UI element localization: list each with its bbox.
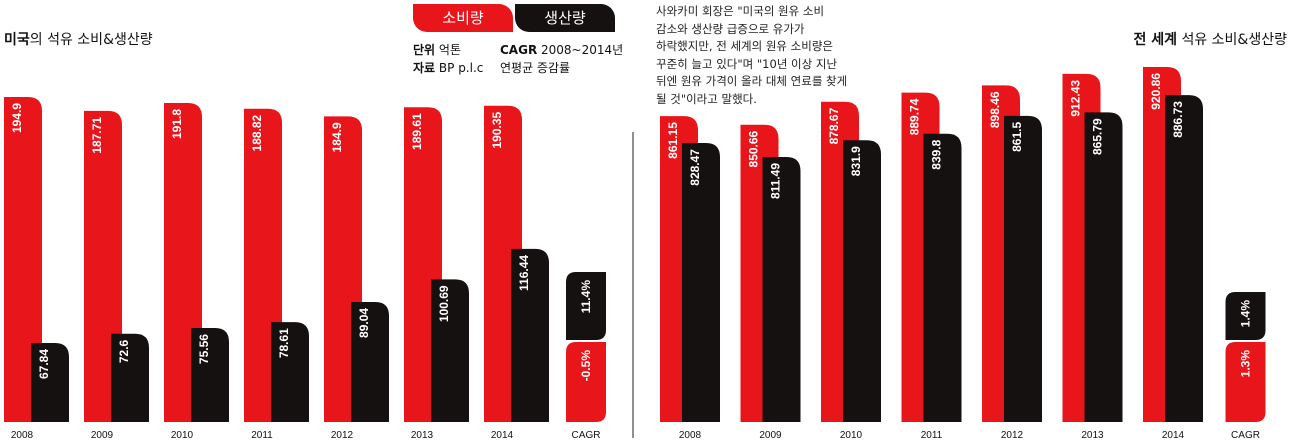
us-chart-title-rest: 의 석유 소비&생산량 — [29, 32, 153, 48]
production-value-label: 78.61 — [277, 328, 291, 358]
x-tick-label: 2008 — [11, 430, 34, 441]
production-bar — [1084, 112, 1123, 422]
unit-note: 단위 억톤 — [413, 41, 461, 58]
cagr-production-bar — [566, 272, 606, 340]
production-bar — [191, 328, 229, 422]
x-tick-label: 2011 — [921, 430, 943, 441]
quote-line: 사와카미 회장은 "미국의 원유 소비 — [656, 4, 825, 18]
consumption-value-label: 188.82 — [250, 114, 264, 151]
legend-production: 생산량 — [515, 4, 615, 32]
production-bar — [511, 248, 549, 422]
production-value-label: 839.8 — [930, 139, 944, 169]
cagr-tick-label: CAGR — [572, 430, 601, 441]
cagr-consumption-label: 1.3% — [1239, 350, 1253, 378]
consumption-value-label: 187.71 — [90, 117, 104, 154]
consumption-value-label: 189.61 — [410, 113, 424, 150]
consumption-value-label: 898.46 — [988, 91, 1002, 128]
production-bar — [1004, 115, 1042, 422]
production-value-label: 89.04 — [357, 308, 371, 338]
quote-text: 사와카미 회장은 "미국의 원유 소비 감소와 생산량 급증으로 유가가 하락했… — [656, 3, 871, 108]
production-value-label: 67.84 — [37, 349, 51, 379]
cagr-description: 연평균 증감률 — [500, 61, 571, 75]
x-tick-label: 2011 — [251, 430, 273, 441]
us-chart-title: 미국의 석유 소비&생산량 — [4, 29, 153, 49]
cagr-production-label: 1.4% — [1239, 300, 1253, 328]
production-bar — [762, 157, 801, 422]
production-value-label: 831.9 — [849, 146, 863, 176]
world-chart-title: 전 세계 석유 소비&생산량 — [1134, 29, 1288, 49]
quote-line: 뒤엔 원유 가격이 올라 대체 연료를 찾게 — [656, 74, 848, 88]
production-bar — [431, 279, 469, 422]
source-note: 자료 BP p.l.c — [413, 59, 483, 76]
production-value-label: 828.47 — [688, 149, 702, 186]
production-bar — [923, 133, 962, 422]
production-value-label: 811.49 — [769, 163, 783, 199]
cagr-tick-label: CAGR — [1231, 430, 1260, 441]
us-bar-chart: 194.9 67.84 2008 187.71 72.6 2009 191.8 75.56 20… — [4, 97, 606, 441]
production-bar — [271, 322, 309, 422]
world-chart-title-bold: 전 세계 — [1133, 32, 1178, 48]
consumption-value-label: 184.9 — [330, 122, 344, 152]
cagr-consumption-bar — [566, 342, 606, 422]
production-bar — [111, 333, 149, 422]
production-value-label: 100.69 — [437, 285, 451, 322]
quote-line: 꾸준히 늘고 있다"며 "10년 이상 지난 — [656, 56, 838, 71]
consumption-value-label: 194.9 — [10, 103, 24, 133]
x-tick-label: 2013 — [411, 430, 434, 441]
legend-consumption: 소비량 — [413, 4, 513, 32]
quote-line: 감소와 생산량 급증으로 유가가 — [656, 21, 805, 36]
cagr-consumption-bar — [1225, 342, 1266, 422]
production-bar — [1165, 95, 1203, 423]
cagr-production-label: 11.4% — [579, 280, 593, 314]
cagr-label: CAGR — [500, 43, 538, 57]
world-bar-chart: 861.15 828.47 2008 850.66 811.49 2009 878.67 83… — [660, 67, 1266, 441]
quote-line: 될 것"이라고 말했다. — [656, 91, 757, 106]
production-bar — [843, 140, 881, 422]
x-tick-label: 2009 — [759, 430, 782, 441]
consumption-value-label: 190.35 — [490, 111, 504, 148]
unit-label: 단위 — [413, 43, 436, 57]
consumption-value-label: 912.43 — [1069, 80, 1083, 117]
quote-line: 하락했지만, 전 세계의 원유 소비량은 — [656, 39, 833, 53]
x-tick-label: 2010 — [171, 430, 194, 441]
consumption-value-label: 878.67 — [827, 107, 841, 144]
consumption-value-label: 920.86 — [1149, 73, 1163, 110]
cagr-production-bar — [1225, 292, 1266, 340]
consumption-bar — [4, 97, 42, 422]
production-value-label: 116.44 — [517, 255, 531, 291]
world-chart-title-rest: 석유 소비&생산량 — [1177, 32, 1287, 48]
consumption-value-label: 889.74 — [908, 98, 922, 135]
unit-value: 억톤 — [435, 43, 461, 57]
consumption-value-label: 850.66 — [747, 130, 761, 167]
production-value-label: 886.73 — [1171, 101, 1185, 138]
x-tick-label: 2008 — [679, 430, 702, 441]
production-value-label: 72.6 — [117, 339, 131, 363]
x-tick-label: 2010 — [840, 430, 863, 441]
cagr-note: CAGR 2008~2014년 — [500, 41, 623, 58]
cagr-consumption-label: -0.5% — [579, 350, 593, 382]
source-value: BP p.l.c — [435, 61, 484, 75]
x-tick-label: 2009 — [91, 430, 114, 441]
production-value-label: 865.79 — [1091, 118, 1105, 155]
x-tick-label: 2013 — [1081, 430, 1104, 441]
x-tick-label: 2012 — [1001, 430, 1024, 441]
production-value-label: 75.56 — [197, 334, 211, 364]
x-tick-label: 2014 — [1162, 430, 1185, 441]
consumption-value-label: 191.8 — [170, 109, 184, 139]
x-tick-label: 2012 — [331, 430, 354, 441]
production-bar — [351, 301, 389, 422]
x-tick-label: 2014 — [491, 430, 514, 441]
production-bar — [682, 143, 720, 422]
us-chart-title-bold: 미국 — [4, 32, 30, 48]
cagr-value: 2008~2014년 — [537, 43, 624, 57]
consumption-value-label: 861.15 — [666, 122, 680, 159]
production-bar — [31, 343, 69, 422]
production-value-label: 861.5 — [1010, 122, 1024, 152]
source-label: 자료 — [413, 61, 436, 75]
